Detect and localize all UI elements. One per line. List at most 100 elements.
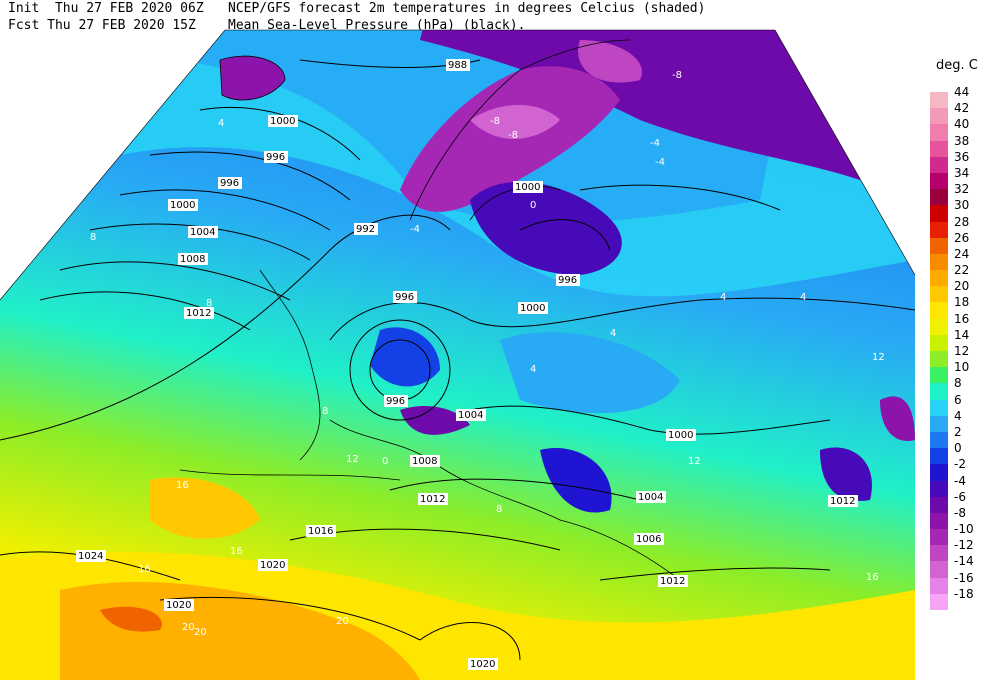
legend-swatch bbox=[930, 156, 948, 173]
isobar-label: 1012 bbox=[830, 496, 855, 507]
legend-row: 38 bbox=[930, 134, 990, 157]
legend-row: -10 bbox=[930, 522, 990, 546]
temp-label: 4 bbox=[720, 292, 726, 303]
legend-label: 16 bbox=[954, 311, 970, 326]
legend-label: 14 bbox=[954, 327, 970, 342]
temp-label: 4 bbox=[610, 328, 616, 339]
legend-swatch bbox=[930, 512, 948, 530]
color-legend: 44 42 40 38 36 34 32 30 28 26 24 22 20 18 16 14 12 10 8 6 4 2… bbox=[930, 85, 990, 610]
legend-swatch bbox=[930, 270, 948, 287]
legend-swatch bbox=[930, 318, 948, 335]
temp-label-group: -8 -8 -4 -8 -4 -4 0 4 8 8 4 12 8 16 16 1… bbox=[90, 70, 885, 638]
isobars bbox=[0, 59, 916, 661]
isobar-label: 1000 bbox=[270, 116, 295, 127]
legend-label: 2 bbox=[954, 424, 962, 439]
temp-label: 8 bbox=[90, 232, 96, 243]
legend-swatch bbox=[930, 124, 948, 141]
legend-swatch bbox=[930, 108, 948, 125]
isobar-label: 996 bbox=[266, 152, 285, 163]
temp-label: 16 bbox=[230, 546, 243, 557]
legend-label: -12 bbox=[954, 538, 974, 553]
temp-label: 12 bbox=[346, 454, 359, 465]
legend-swatch bbox=[930, 189, 948, 206]
temp-label: 0 bbox=[530, 200, 536, 211]
temp-label: 4 bbox=[800, 292, 806, 303]
legend-row: 16 bbox=[930, 312, 990, 335]
temp-label: -8 bbox=[508, 130, 518, 141]
isobar-label: 1000 bbox=[668, 430, 693, 441]
temp-label: 8 bbox=[496, 504, 502, 515]
legend-row: -6 bbox=[930, 490, 990, 513]
isobar-label: 1016 bbox=[308, 526, 333, 537]
legend-label: 24 bbox=[954, 246, 970, 261]
legend-row: 12 bbox=[930, 344, 990, 368]
legend-row: 42 bbox=[930, 101, 990, 125]
legend-row: -4 bbox=[930, 474, 990, 497]
header-right: NCEP/GFS forecast 2m temperatures in deg… bbox=[228, 0, 705, 34]
legend-swatch bbox=[930, 496, 948, 513]
legend-label: 42 bbox=[954, 101, 970, 116]
legend-label: -18 bbox=[954, 586, 974, 601]
isobar-label: 1000 bbox=[515, 182, 540, 193]
isobar-label-group: 988 1000 996 996 1000 1004 1008 1012 992… bbox=[76, 59, 858, 670]
isobar-label: 1012 bbox=[420, 494, 445, 505]
legend-row: 2 bbox=[930, 425, 990, 449]
legend-row: 14 bbox=[930, 328, 990, 351]
legend-swatch bbox=[930, 383, 948, 400]
legend-label: 22 bbox=[954, 263, 970, 278]
isobar-label: 996 bbox=[395, 292, 414, 303]
legend-label: 4 bbox=[954, 408, 962, 423]
legend-swatch bbox=[930, 205, 948, 222]
legend-swatch bbox=[930, 172, 948, 190]
isobar-label: 1020 bbox=[260, 560, 285, 571]
temp-label: -4 bbox=[650, 138, 660, 149]
legend-row: 26 bbox=[930, 231, 990, 254]
temp-label: 16 bbox=[866, 572, 879, 583]
isobar-label: 1020 bbox=[166, 600, 191, 611]
legend-row: 32 bbox=[930, 182, 990, 206]
legend-label: 12 bbox=[954, 344, 970, 358]
legend-row: 8 bbox=[930, 376, 990, 400]
legend-swatch bbox=[930, 140, 948, 157]
legend-label: 18 bbox=[954, 295, 970, 310]
legend-swatch bbox=[930, 561, 948, 578]
title-pressure: Mean Sea-Level Pressure (hPa) (black). bbox=[228, 18, 526, 33]
legend-swatch bbox=[930, 593, 948, 610]
legend-swatch bbox=[930, 237, 948, 254]
isobar-label: 1004 bbox=[190, 227, 215, 238]
isobar-label: 1000 bbox=[170, 200, 195, 211]
legend-swatch bbox=[930, 351, 948, 368]
temp-label: 16 bbox=[138, 564, 151, 575]
temp-label: -8 bbox=[490, 116, 500, 127]
legend-label: 40 bbox=[954, 117, 970, 132]
legend-title: deg. C bbox=[936, 58, 978, 73]
temp-label: 0 bbox=[382, 456, 388, 467]
legend-swatch bbox=[930, 286, 948, 303]
isobar-label: 1012 bbox=[660, 576, 685, 587]
legend-swatch bbox=[930, 221, 948, 238]
legend-label: -6 bbox=[954, 489, 966, 504]
temp-label: 20 bbox=[194, 627, 207, 638]
temp-label: 20 bbox=[336, 616, 349, 627]
temp-label: 4 bbox=[530, 364, 536, 375]
legend-row: 4 bbox=[930, 409, 990, 432]
legend-swatch bbox=[930, 480, 948, 497]
temp-label: 20 bbox=[182, 622, 195, 633]
title-temperature: NCEP/GFS forecast 2m temperatures in deg… bbox=[228, 1, 706, 16]
init-time: Init Thu 27 FEB 2020 06Z bbox=[8, 1, 204, 16]
legend-label: 20 bbox=[954, 279, 970, 294]
legend-label: 10 bbox=[954, 360, 970, 375]
legend-row: 10 bbox=[930, 360, 990, 384]
legend-label: 34 bbox=[954, 165, 970, 180]
legend-swatch bbox=[930, 545, 948, 562]
isobar-label: 1004 bbox=[638, 492, 663, 503]
legend-row: 20 bbox=[930, 279, 990, 303]
legend-row: -12 bbox=[930, 538, 990, 562]
legend-swatch bbox=[930, 448, 948, 465]
isobar-label: 1004 bbox=[458, 410, 483, 421]
legend-row: 40 bbox=[930, 117, 990, 141]
header-left: Init Thu 27 FEB 2020 06Z Fcst Thu 27 FEB… bbox=[8, 0, 204, 34]
isobar-label: 1024 bbox=[78, 551, 103, 562]
